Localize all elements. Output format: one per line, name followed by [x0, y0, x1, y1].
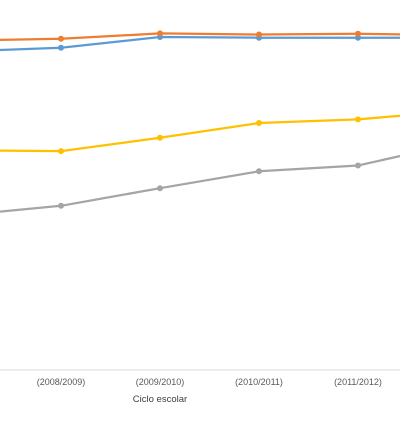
series-3-point: [58, 148, 64, 155]
series-2: [0, 30, 400, 42]
x-tick-labels: (2008/2009) (2009/2010) (2010/2011) (2011/2…: [37, 377, 382, 387]
series-2-point: [58, 35, 64, 42]
x-tick-label: (2011/2012): [334, 377, 382, 387]
series-4: [0, 154, 400, 213]
x-tick-label: (2009/2010): [136, 377, 185, 387]
series-4-point: [58, 202, 64, 209]
x-axis-title: Ciclo escolar: [133, 394, 187, 405]
series-3-point: [256, 120, 262, 126]
series-3-point: [157, 134, 163, 141]
series-3-line: [0, 114, 400, 153]
series-1-line: [0, 35, 400, 52]
series-2-line: [0, 32, 400, 42]
series-3: [0, 114, 400, 155]
x-tick-label: (2010/2011): [235, 377, 283, 387]
series-3-point: [355, 116, 361, 123]
series-4-point: [355, 162, 361, 169]
series-1-point: [58, 44, 64, 51]
series-4-point: [256, 168, 262, 175]
series-2-point: [256, 31, 262, 38]
series-2-point: [355, 30, 361, 37]
series-4-point: [157, 185, 163, 192]
series-layer: [0, 30, 400, 213]
series-4-line: [0, 154, 400, 213]
series-2-point: [157, 30, 163, 37]
x-tick-label: (2008/2009): [37, 377, 86, 387]
